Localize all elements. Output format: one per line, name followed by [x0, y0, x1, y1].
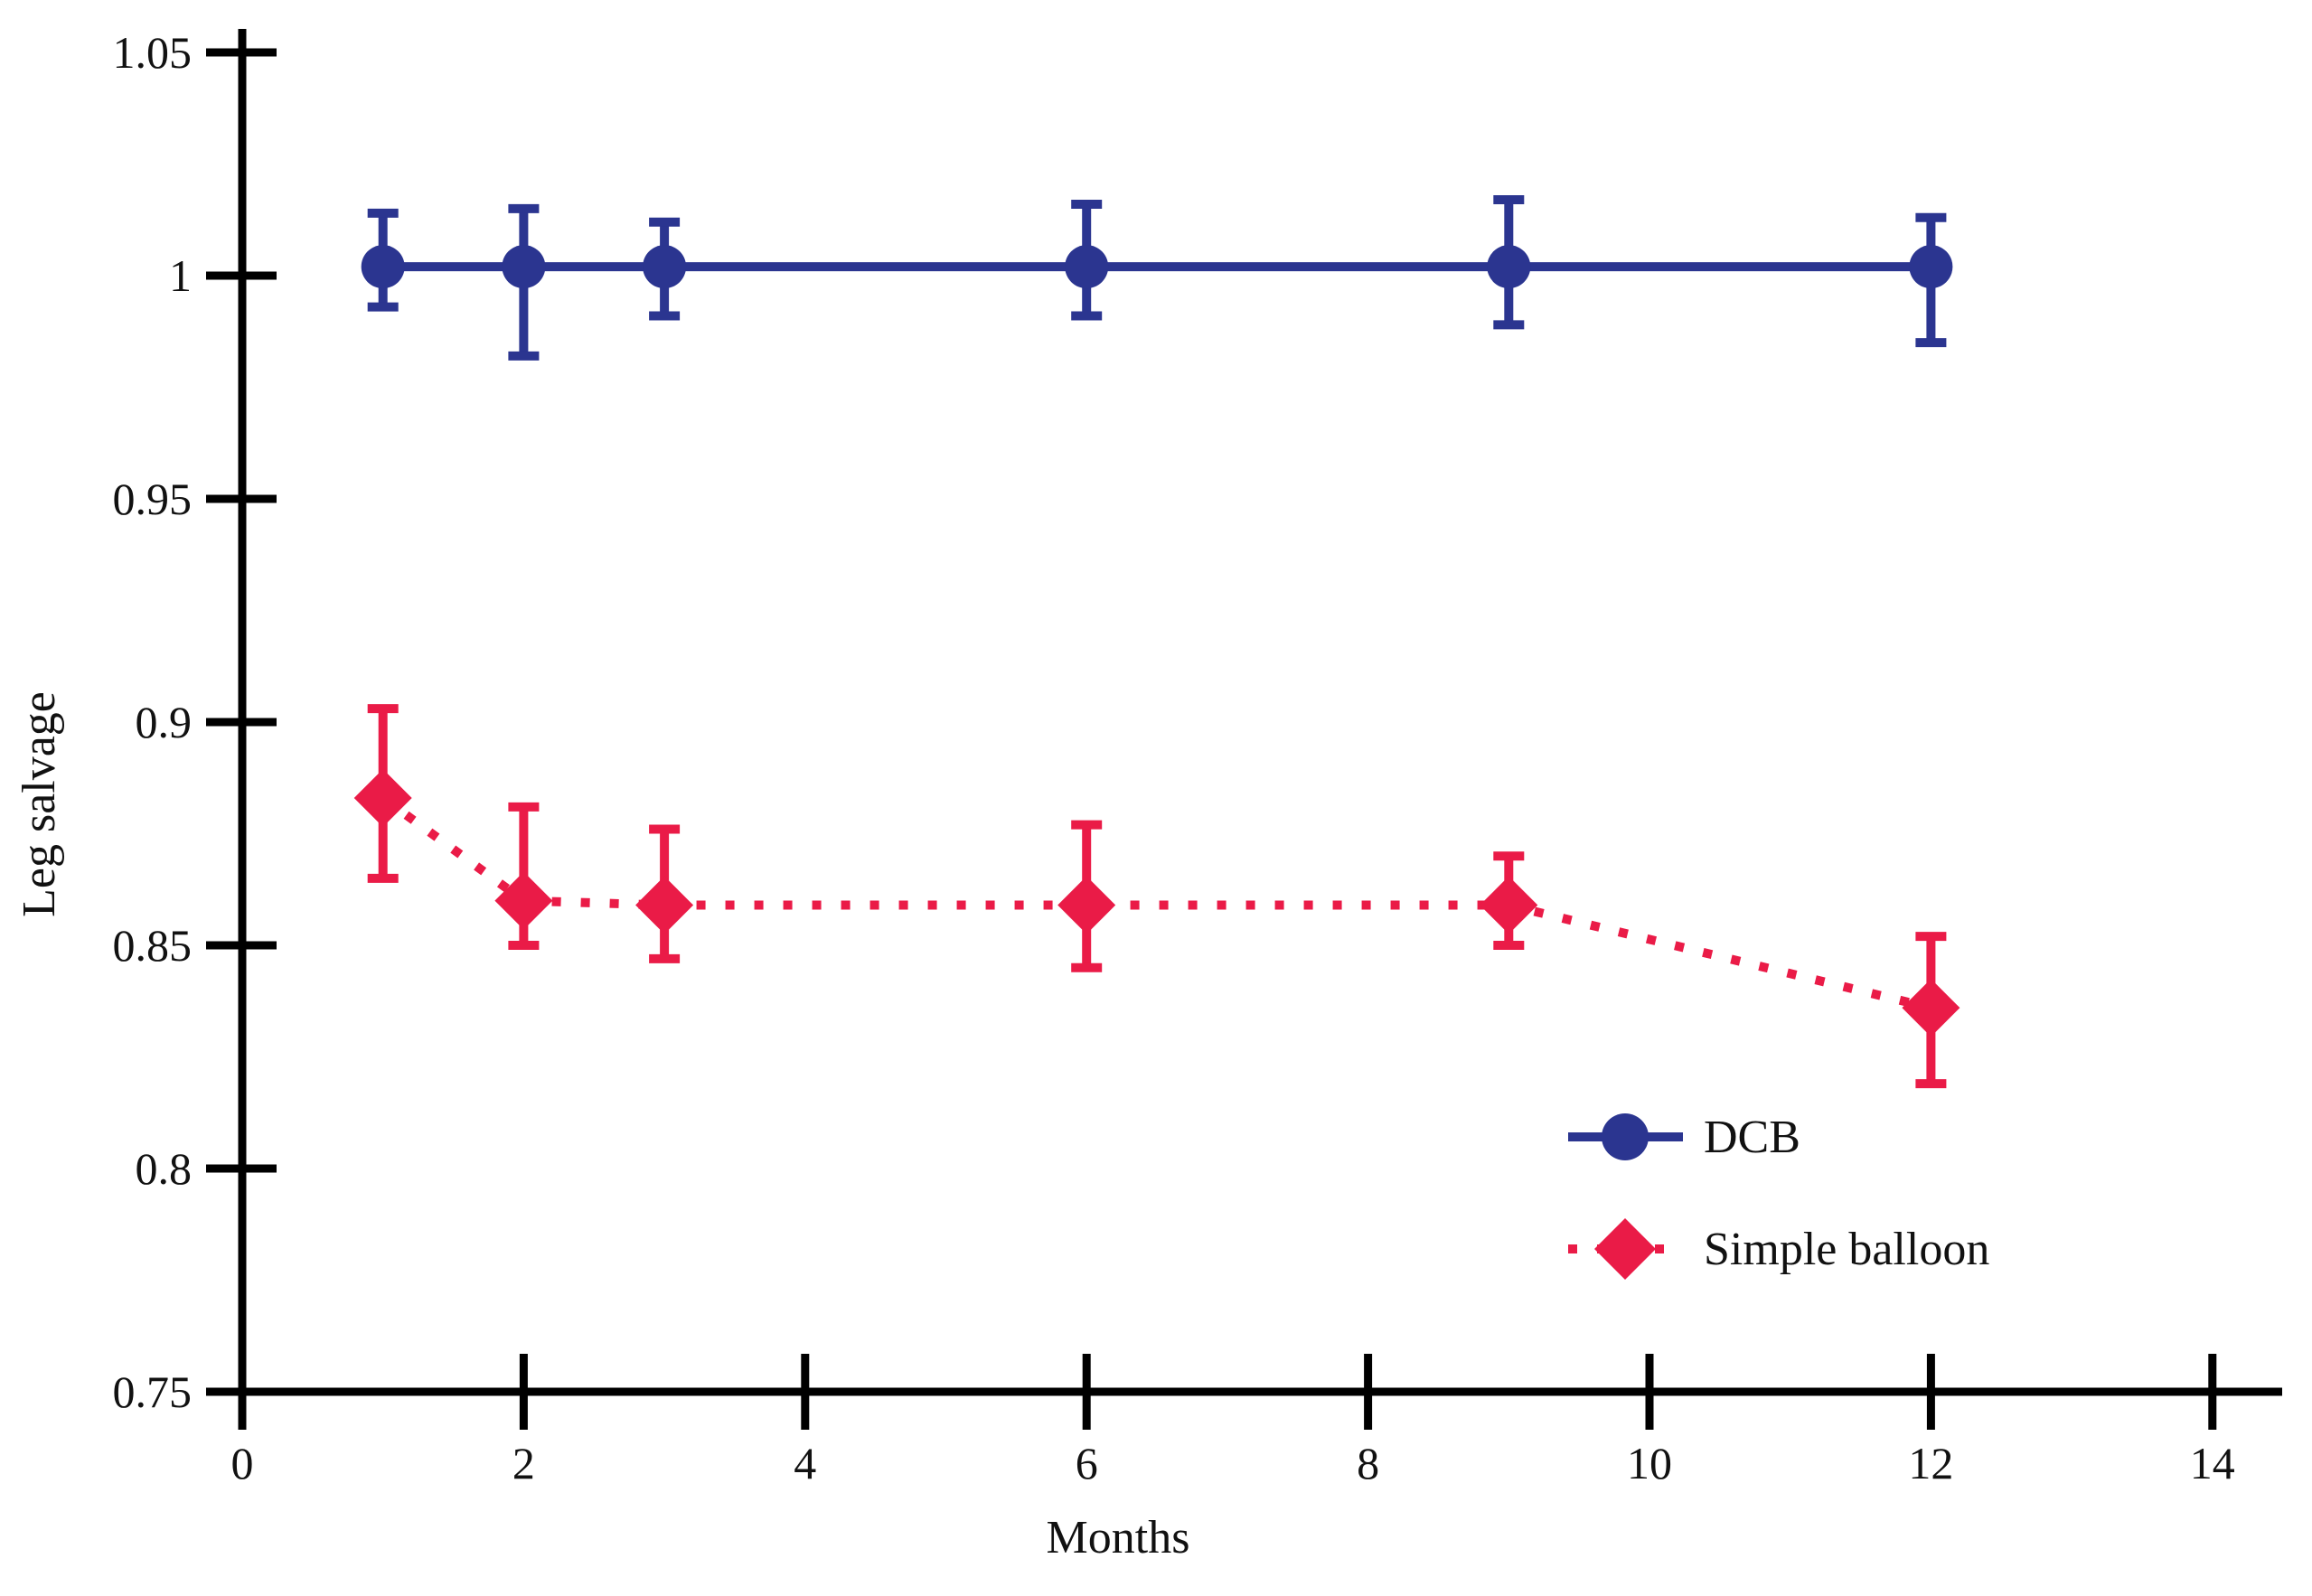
data-point-marker [635, 876, 694, 934]
data-series [353, 195, 1960, 1089]
x-tick-label: 10 [1627, 1438, 1672, 1488]
legend-label: DCB [1704, 1112, 1800, 1163]
x-tick-label: 8 [1357, 1438, 1379, 1488]
data-point-marker [1065, 245, 1109, 289]
y-axis-title: Leg salvage [14, 691, 65, 917]
y-tick-label: 1.05 [113, 27, 193, 78]
legend-marker [1594, 1218, 1656, 1280]
series-simple-balloon [353, 704, 1960, 1089]
legend-label: Simple balloon [1704, 1224, 1989, 1275]
data-point-marker [494, 871, 553, 930]
x-tick-label: 0 [231, 1438, 254, 1488]
x-tick-label: 6 [1076, 1438, 1098, 1488]
y-tick-label: 0.8 [136, 1143, 193, 1194]
data-point-marker [502, 245, 546, 289]
legend-marker [1602, 1113, 1649, 1160]
data-point-marker [643, 245, 687, 289]
legend-entry-simple-balloon: Simple balloon [1568, 1218, 1989, 1280]
y-tick-label: 0.85 [113, 920, 193, 971]
y-tick-label: 1 [169, 250, 192, 301]
y-tick-label: 0.95 [113, 474, 193, 524]
data-point-marker [1902, 979, 1960, 1037]
legend-entry-dcb: DCB [1568, 1112, 1800, 1163]
x-tick-label: 2 [512, 1438, 535, 1488]
x-tick-label: 12 [1908, 1438, 1953, 1488]
data-point-marker [353, 768, 412, 827]
legend: DCB Simple balloon [1568, 1112, 1989, 1280]
series-dcb [361, 195, 1953, 361]
x-axis-title: Months [1047, 1512, 1190, 1563]
data-point-marker [1909, 245, 1953, 289]
data-point-marker [1057, 876, 1116, 934]
x-tick-label: 14 [2190, 1438, 2235, 1488]
y-tick-label: 0.9 [136, 697, 193, 747]
data-point-marker [361, 245, 405, 289]
data-point-marker [1480, 876, 1538, 934]
x-tick-label: 4 [794, 1438, 816, 1488]
series-line-simple-balloon [380, 793, 1932, 1013]
axes: 0.75 0.8 0.85 0.9 0.95 1 1.05 0 2 4 6 8 10 12 14 [113, 27, 2282, 1488]
y-tick-label: 0.75 [113, 1366, 193, 1417]
data-point-marker [1487, 245, 1531, 289]
